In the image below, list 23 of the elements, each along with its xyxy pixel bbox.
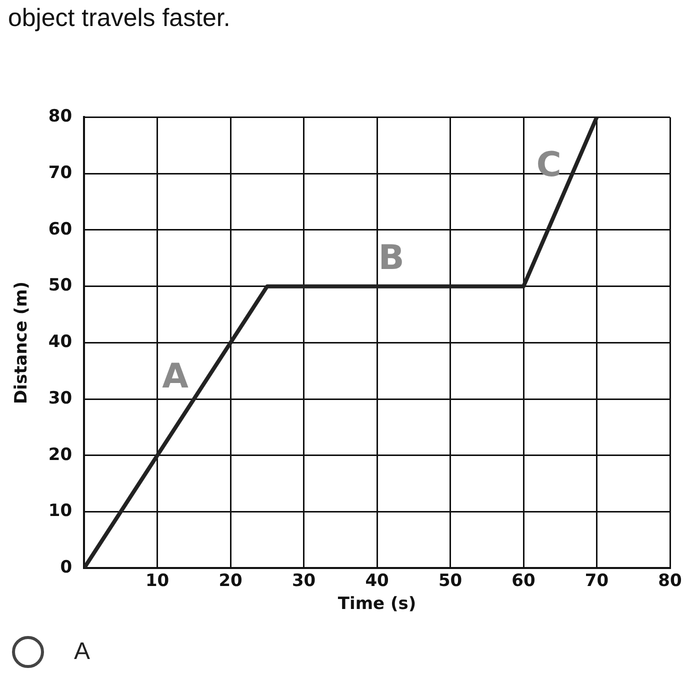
x-tick-label: 50 xyxy=(438,570,462,591)
annotation: A xyxy=(162,356,190,397)
x-tick-label: 10 xyxy=(145,570,170,591)
x-tick-label: 60 xyxy=(512,570,536,591)
y-tick-label: 70 xyxy=(48,162,72,183)
y-tick-label: 40 xyxy=(48,332,72,352)
annotation: B xyxy=(378,238,404,278)
text: A xyxy=(74,638,90,666)
x-tick-label: 40 xyxy=(365,570,390,591)
x-tick-label: 80 xyxy=(658,570,682,591)
y-tick-label: 30 xyxy=(48,388,72,408)
y-tick-label: 60 xyxy=(48,219,72,240)
y-tick-label: 80 xyxy=(48,106,72,127)
y-tick-label: 10 xyxy=(48,501,72,522)
x-axis-title: Time (s) xyxy=(338,594,416,614)
y-tick-label: 50 xyxy=(48,276,72,296)
x-tick-label: 70 xyxy=(584,570,609,591)
y-tick-label: 0 xyxy=(60,558,72,578)
y-tick-label: 20 xyxy=(48,444,72,465)
x-tick-label: 30 xyxy=(292,570,316,591)
x-tick-label: 20 xyxy=(218,570,243,591)
y-axis-title: Distance (m) xyxy=(12,281,32,404)
chart-title: object travels faster. xyxy=(8,4,230,33)
